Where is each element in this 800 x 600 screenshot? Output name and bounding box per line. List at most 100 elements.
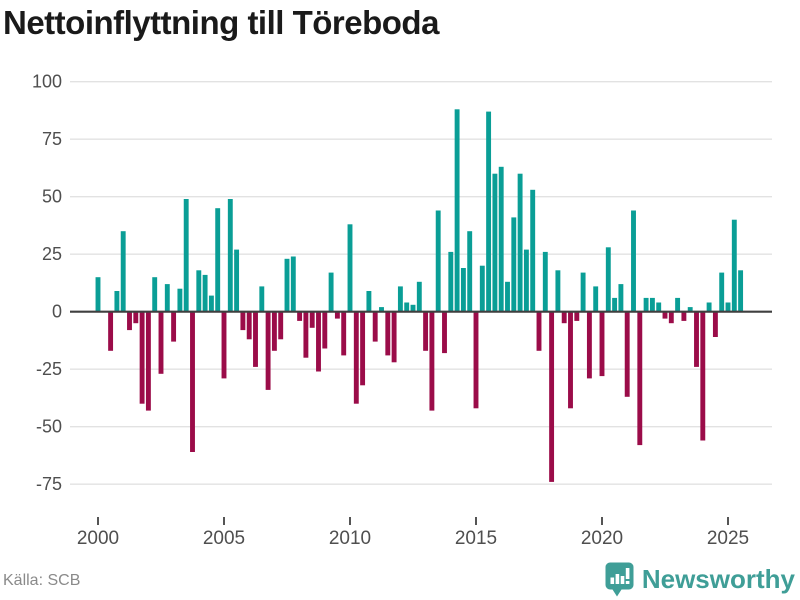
bar [435,210,441,312]
bar [700,311,706,441]
bar [561,311,567,324]
bar [423,311,429,351]
bar [555,270,561,312]
bar [536,311,542,351]
source-label: Källa: SCB [3,572,81,589]
bar [549,311,555,482]
bar [240,311,246,331]
bar [731,219,737,312]
bar [725,302,731,312]
bar [517,173,523,312]
brand-name: Newsworthy [641,564,795,594]
bar [391,311,397,363]
bar [234,249,240,312]
bar [253,311,258,367]
bar [139,311,145,404]
bar [196,270,202,312]
bar [190,311,195,452]
bar [738,270,744,312]
y-axis-tick-label: -50 [36,417,62,437]
bar [120,231,126,312]
bar [410,304,416,312]
newsworthy-icon [605,562,634,597]
y-axis-tick-label: 25 [42,244,62,264]
bar [227,199,233,312]
x-axis-tick-label: 2005 [203,528,245,549]
bar [271,311,277,351]
bar [379,307,384,312]
x-axis-tick-label: 2025 [707,528,749,549]
bar [618,284,624,312]
bar [637,311,643,446]
bar [360,311,366,386]
bar [429,311,435,411]
bar [467,231,473,312]
bar [171,311,177,342]
bar [460,268,466,312]
bar [328,272,334,312]
bar [164,284,170,312]
bar [624,311,630,397]
y-axis-tick-label: -75 [36,474,62,494]
bar [649,297,655,312]
bar [95,277,101,312]
bar [694,311,699,367]
bar [687,307,693,312]
bar [297,311,303,321]
bar [341,311,347,356]
bar [706,302,712,312]
bar [668,311,674,324]
bar [643,297,649,312]
bar [372,311,378,342]
bar [278,311,284,340]
bar [322,311,328,349]
bar [511,217,517,312]
bar [523,249,529,312]
chart-title: Nettoinflyttning till Töreboda [3,4,439,41]
bar [486,111,492,312]
bar [347,224,353,312]
bar [631,210,636,312]
bar [416,281,422,312]
brand-logo: Newsworthy [605,562,795,597]
bar [505,281,510,312]
bar [404,302,410,312]
bar [454,109,460,312]
bar [712,311,718,337]
y-axis-tick-label: 100 [32,72,62,92]
bar [290,256,296,312]
bar [259,286,265,312]
bar [492,173,498,312]
bar [542,251,548,312]
bar [152,277,158,312]
bar [593,286,599,312]
bar [442,311,447,354]
bar [719,272,725,312]
bar [612,297,618,312]
bar [133,311,139,324]
bar [580,272,586,312]
bar [202,274,208,312]
bar [215,208,221,312]
y-axis-tick-label: 0 [52,302,62,322]
bar [397,286,403,312]
bar [183,199,189,312]
bar [334,311,340,319]
bar [675,297,681,312]
bar [316,311,321,372]
x-axis-tick-label: 2015 [455,528,497,549]
bar [246,311,252,340]
bar [662,311,668,319]
bar [127,311,132,331]
bar [498,166,504,312]
bar [114,291,120,312]
bar [473,311,479,409]
bar [586,311,592,379]
y-axis-tick-label: -25 [36,359,62,379]
bar [221,311,227,379]
bar [353,311,359,404]
bar [303,311,309,358]
bar [284,258,290,312]
